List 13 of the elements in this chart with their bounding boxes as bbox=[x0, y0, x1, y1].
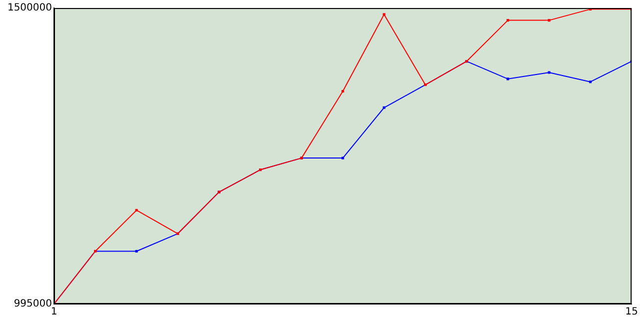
point bbox=[548, 71, 550, 74]
point bbox=[135, 208, 138, 212]
point bbox=[382, 106, 386, 109]
point bbox=[506, 19, 510, 22]
x-tick-label: 15 bbox=[625, 306, 638, 318]
point bbox=[589, 80, 592, 84]
x-tick-label: 1 bbox=[50, 306, 58, 318]
point bbox=[506, 78, 510, 80]
y-tick-label: 995000 bbox=[14, 298, 52, 310]
point bbox=[548, 19, 550, 22]
point bbox=[135, 250, 138, 253]
point bbox=[382, 13, 386, 16]
y-tick-label: 1500000 bbox=[7, 2, 52, 14]
